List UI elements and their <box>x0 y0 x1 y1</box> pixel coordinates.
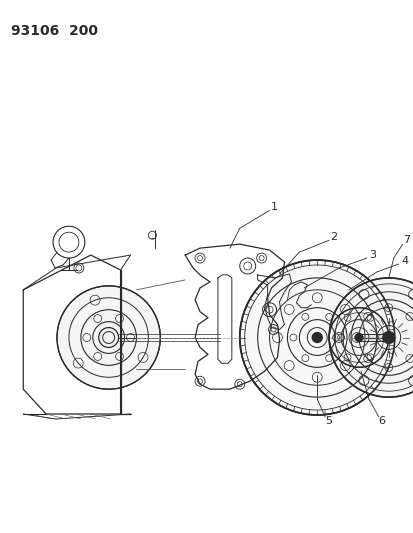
Text: 93106  200: 93106 200 <box>11 23 98 38</box>
Text: 6: 6 <box>377 416 385 426</box>
Circle shape <box>239 260 394 415</box>
Circle shape <box>57 286 160 389</box>
Text: 7: 7 <box>402 235 409 245</box>
Text: 5: 5 <box>325 416 332 426</box>
Circle shape <box>328 308 388 367</box>
Text: 3: 3 <box>368 250 375 260</box>
Text: 2: 2 <box>330 232 337 242</box>
Text: 4: 4 <box>400 256 407 266</box>
Circle shape <box>328 278 413 397</box>
Circle shape <box>354 334 362 342</box>
Text: 1: 1 <box>271 203 278 212</box>
Circle shape <box>382 332 394 343</box>
Circle shape <box>98 328 118 348</box>
Circle shape <box>311 333 321 343</box>
